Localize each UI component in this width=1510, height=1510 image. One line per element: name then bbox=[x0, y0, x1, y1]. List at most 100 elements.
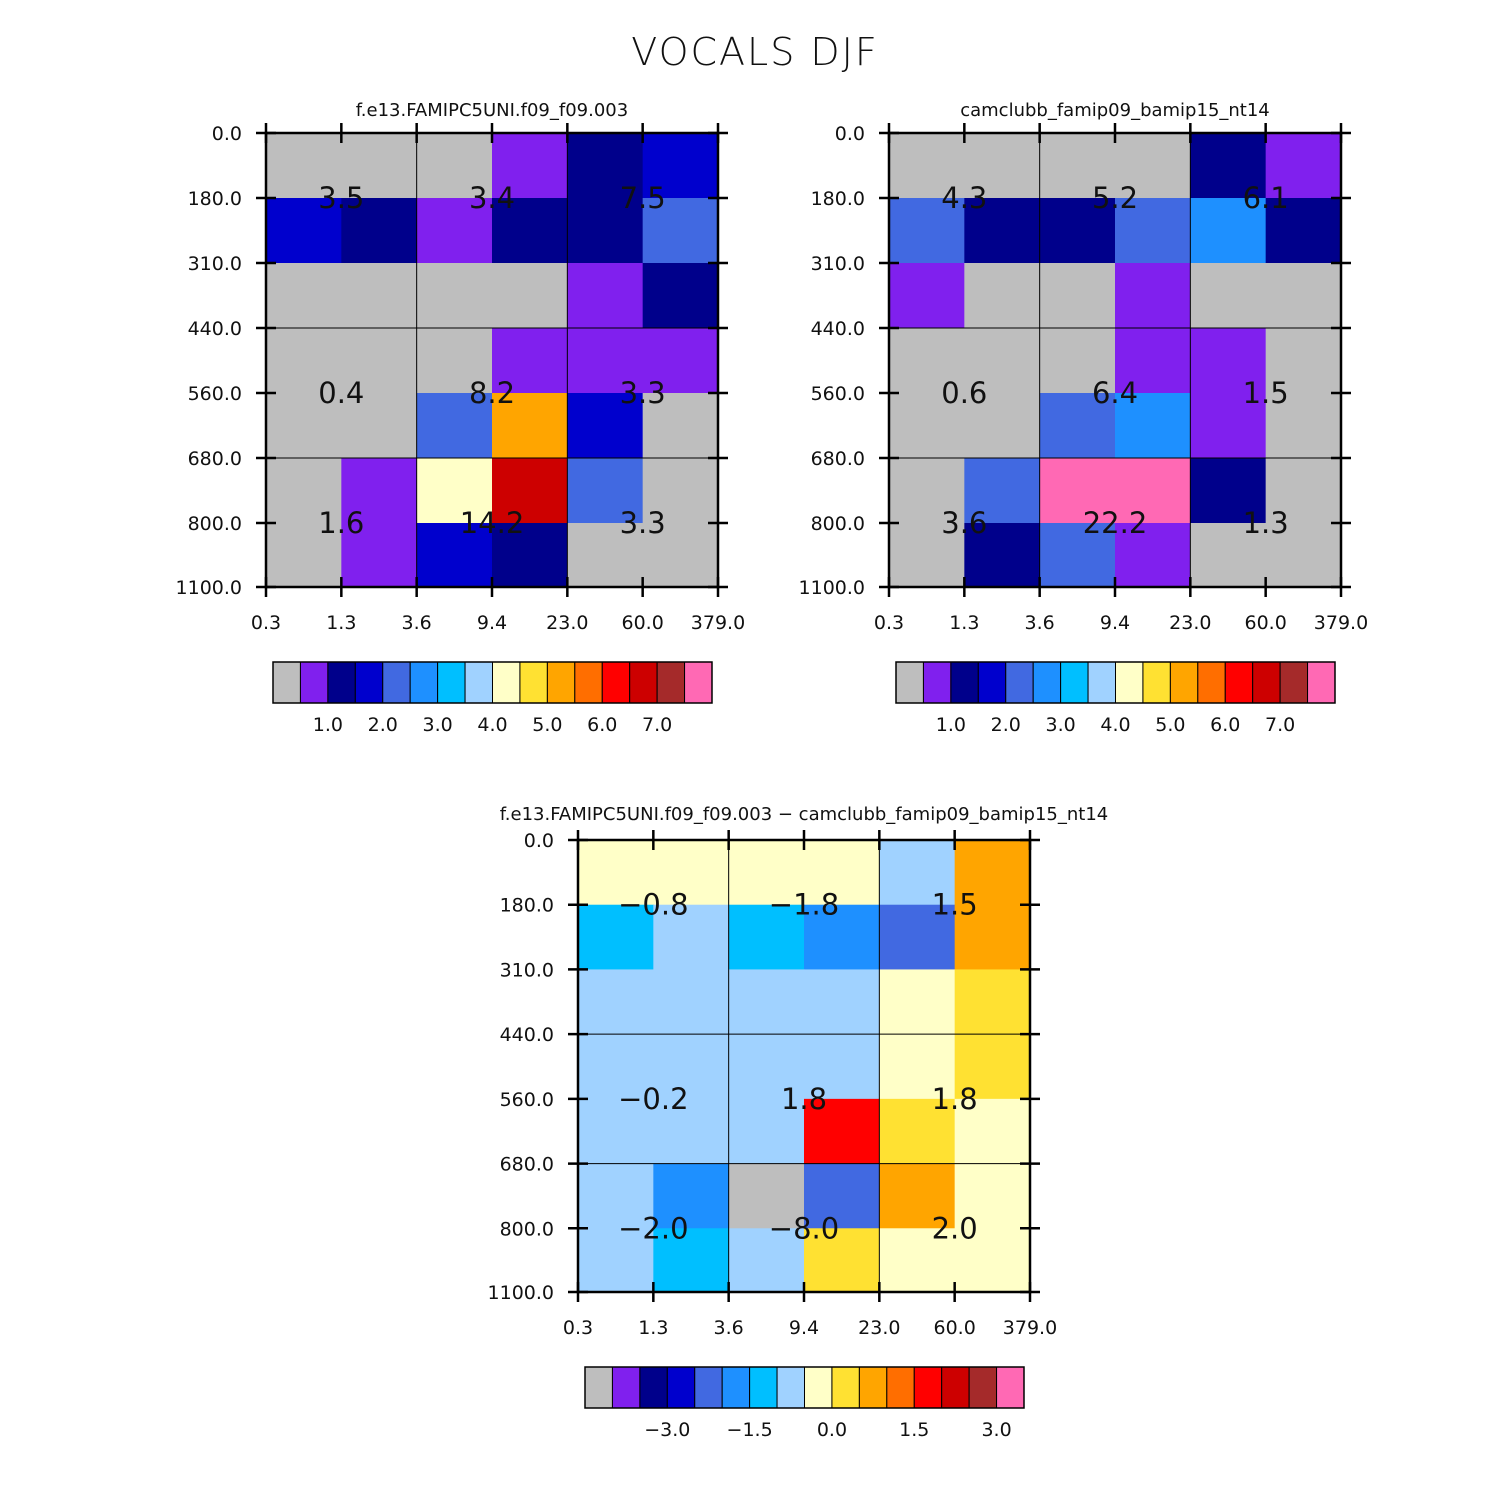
heatmap-cell bbox=[341, 133, 418, 199]
colorbar-swatch bbox=[749, 1366, 778, 1409]
colorbar-swatch bbox=[584, 1366, 613, 1409]
heatmap-cell bbox=[889, 263, 965, 329]
colorbar-swatch bbox=[977, 661, 1007, 704]
x-tick-label: 379.0 bbox=[1314, 612, 1368, 634]
heatmap-cell bbox=[416, 198, 493, 264]
colorbar-swatch bbox=[684, 661, 713, 704]
heatmap-cell bbox=[964, 133, 1041, 199]
colorbar-swatch bbox=[1307, 661, 1336, 704]
heatmap-cell bbox=[954, 1098, 1031, 1165]
colorbar-swatch bbox=[895, 661, 924, 704]
heatmap-cell bbox=[804, 1163, 880, 1229]
heatmap-cell bbox=[492, 198, 568, 264]
heatmap-cell bbox=[954, 840, 1031, 906]
cell-value-label: 1.5 bbox=[1243, 376, 1289, 410]
heatmap-cell bbox=[1265, 198, 1342, 264]
heatmap-cell bbox=[266, 328, 342, 394]
heatmap-cell bbox=[1039, 523, 1116, 588]
heatmap-cell bbox=[1265, 523, 1342, 588]
heatmap-cell bbox=[416, 393, 493, 459]
cell-value-label: 5.2 bbox=[1092, 181, 1138, 215]
y-tick-label: 560.0 bbox=[188, 383, 242, 405]
colorbar-swatch bbox=[1224, 661, 1254, 704]
heatmap-cell bbox=[653, 840, 730, 906]
colorbar-label: 5.0 bbox=[532, 714, 562, 736]
cell-value-label: 4.3 bbox=[941, 181, 987, 215]
heatmap-cell bbox=[954, 904, 1031, 970]
heatmap-cell bbox=[964, 328, 1041, 394]
cell-value-label: 6.1 bbox=[1243, 181, 1289, 215]
heatmap-cell bbox=[1039, 263, 1116, 329]
heatmap-cell bbox=[567, 393, 644, 459]
colorbar-swatch bbox=[1087, 661, 1116, 704]
cell-value-label: 3.3 bbox=[620, 376, 666, 410]
colorbar-swatch bbox=[464, 661, 493, 704]
x-tick-label: 1.3 bbox=[638, 1317, 668, 1339]
heatmap-cell bbox=[964, 198, 1041, 264]
heatmap-cell bbox=[954, 1163, 1031, 1229]
heatmap-cell bbox=[889, 393, 965, 459]
colorbar-swatch bbox=[721, 1366, 751, 1409]
plot-frame bbox=[887, 131, 1343, 589]
heatmap-cell bbox=[1115, 523, 1191, 588]
heatmap-cell bbox=[1115, 198, 1191, 264]
heatmap-cell bbox=[416, 328, 493, 394]
heatmap-cell bbox=[341, 523, 418, 588]
x-tick-label: 60.0 bbox=[1245, 612, 1287, 634]
colorbar-swatch bbox=[272, 661, 301, 704]
x-tick-label: 1.3 bbox=[326, 612, 356, 634]
heatmap-cell bbox=[1265, 328, 1342, 394]
y-tick-label: 800.0 bbox=[500, 1218, 554, 1240]
cell-value-label: 1.3 bbox=[1243, 506, 1289, 540]
heatmap-cell bbox=[1039, 458, 1116, 524]
heatmap-cell bbox=[578, 1163, 654, 1229]
chart-title: f.e13.FAMIPC5UNI.f09_f09.003 bbox=[356, 100, 628, 121]
page-title: VOCALS DJF bbox=[631, 30, 879, 74]
heatmap-cell bbox=[653, 1098, 730, 1165]
colorbar-swatch bbox=[1197, 661, 1226, 704]
y-tick-label: 440.0 bbox=[188, 318, 242, 340]
cell-value-label: 0.6 bbox=[941, 376, 987, 410]
cell-value-label: 8.2 bbox=[469, 376, 515, 410]
heatmap-cell bbox=[642, 523, 719, 588]
colorbar-swatch bbox=[1142, 661, 1171, 704]
heatmap-cell bbox=[567, 133, 644, 199]
cell-value-label: −2.0 bbox=[618, 1211, 688, 1245]
colorbar-label: 7.0 bbox=[1265, 714, 1295, 736]
heatmap-cell bbox=[416, 458, 493, 524]
colorbar-swatch bbox=[886, 1366, 915, 1409]
x-tick-label: 0.3 bbox=[251, 612, 281, 634]
colorbar-swatch bbox=[546, 661, 576, 704]
colorbar-label: 6.0 bbox=[587, 714, 617, 736]
y-tick-label: 440.0 bbox=[500, 1024, 554, 1046]
heatmap-cell bbox=[954, 1034, 1031, 1100]
heatmap-cell bbox=[889, 523, 965, 588]
heatmap-cell bbox=[492, 133, 568, 199]
heatmap-cell bbox=[567, 328, 644, 394]
x-tick-label: 3.6 bbox=[402, 612, 432, 634]
colorbar-swatch bbox=[1279, 661, 1309, 704]
heatmap-cell bbox=[889, 198, 965, 264]
y-tick-label: 310.0 bbox=[188, 253, 242, 275]
colorbar-swatch bbox=[299, 661, 329, 704]
colorbar-swatch bbox=[694, 1366, 723, 1409]
heatmap-cell bbox=[889, 133, 965, 199]
colorbar-frame bbox=[584, 1366, 1025, 1409]
heatmap-cell bbox=[341, 393, 418, 459]
colorbar-label: −3.0 bbox=[644, 1419, 690, 1441]
colorbar-swatch bbox=[519, 661, 548, 704]
colorbar-label: 6.0 bbox=[1210, 714, 1240, 736]
heatmap-cell bbox=[1115, 133, 1191, 199]
y-tick-label: 800.0 bbox=[188, 513, 242, 535]
heatmap-cell bbox=[266, 263, 342, 329]
heatmap-cell bbox=[341, 458, 418, 524]
heatmap-cell bbox=[578, 904, 654, 970]
y-tick-label: 680.0 bbox=[188, 448, 242, 470]
y-tick-label: 1100.0 bbox=[488, 1282, 554, 1304]
heatmap-cell bbox=[1115, 458, 1191, 524]
colorbar-label: −1.5 bbox=[727, 1419, 773, 1441]
heatmap-cell bbox=[879, 904, 956, 970]
heatmap-cell bbox=[578, 969, 654, 1035]
heatmap-cell bbox=[728, 1163, 805, 1229]
